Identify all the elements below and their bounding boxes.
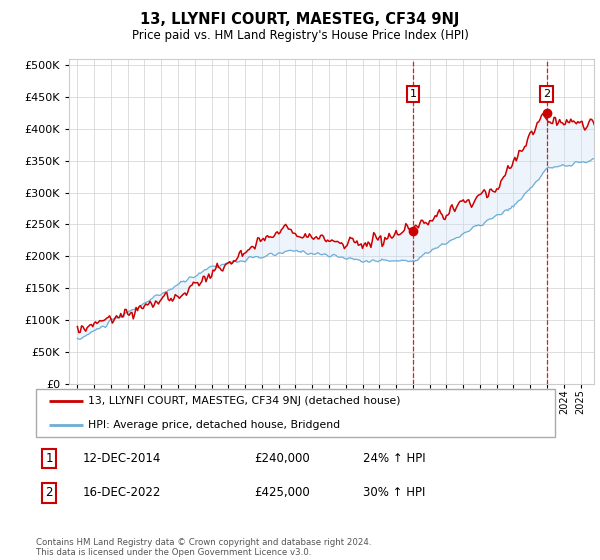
- Text: Contains HM Land Registry data © Crown copyright and database right 2024.
This d: Contains HM Land Registry data © Crown c…: [36, 538, 371, 557]
- Text: £425,000: £425,000: [254, 486, 310, 500]
- Text: 1: 1: [45, 452, 53, 465]
- Text: HPI: Average price, detached house, Bridgend: HPI: Average price, detached house, Brid…: [88, 420, 340, 430]
- Text: 13, LLYNFI COURT, MAESTEG, CF34 9NJ: 13, LLYNFI COURT, MAESTEG, CF34 9NJ: [140, 12, 460, 27]
- Text: 2: 2: [543, 89, 550, 99]
- Text: 1: 1: [409, 89, 416, 99]
- Text: £240,000: £240,000: [254, 452, 310, 465]
- Text: 30% ↑ HPI: 30% ↑ HPI: [363, 486, 425, 500]
- Text: 2: 2: [45, 486, 53, 500]
- Text: 16-DEC-2022: 16-DEC-2022: [83, 486, 161, 500]
- Text: 13, LLYNFI COURT, MAESTEG, CF34 9NJ (detached house): 13, LLYNFI COURT, MAESTEG, CF34 9NJ (det…: [88, 396, 400, 406]
- Text: 12-DEC-2014: 12-DEC-2014: [83, 452, 161, 465]
- FancyBboxPatch shape: [36, 389, 555, 437]
- Text: 24% ↑ HPI: 24% ↑ HPI: [363, 452, 425, 465]
- Text: Price paid vs. HM Land Registry's House Price Index (HPI): Price paid vs. HM Land Registry's House …: [131, 29, 469, 42]
